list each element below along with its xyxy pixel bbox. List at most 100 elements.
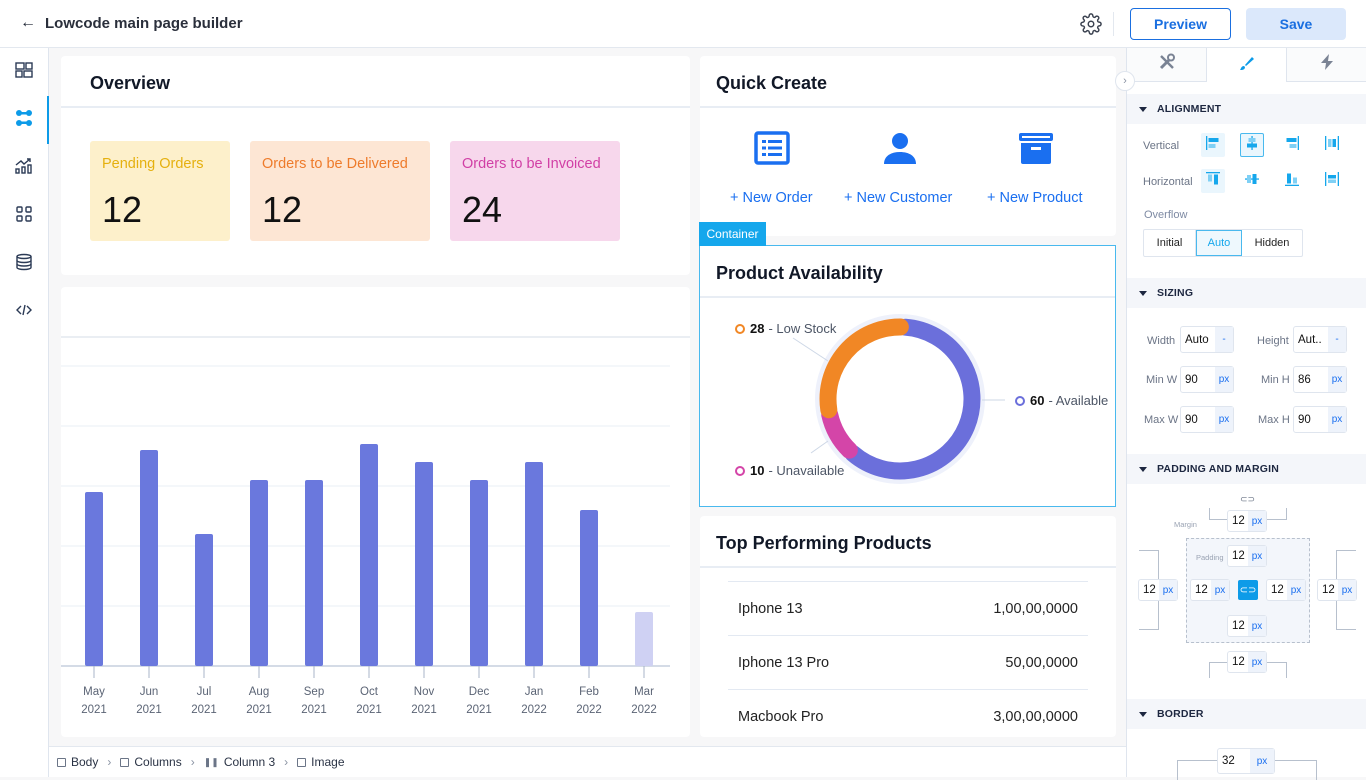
sidebar-item-layout[interactable] [0, 48, 48, 96]
min-height-label: Min H [1261, 374, 1290, 386]
unit-selector[interactable]: - [1215, 327, 1233, 352]
overflow-option-initial[interactable]: Initial [1144, 230, 1196, 256]
unit-selector[interactable]: px [1328, 367, 1346, 392]
breadcrumb-item-columns[interactable]: Columns [120, 755, 182, 769]
unit-selector[interactable]: px [1215, 367, 1233, 392]
padding-left-input[interactable]: 12 px [1190, 579, 1230, 601]
stat-value: 12 [262, 189, 303, 230]
align-bottom-button[interactable] [1280, 169, 1304, 193]
min-width-input[interactable]: 90 px [1180, 366, 1234, 393]
bar[interactable] [470, 480, 488, 666]
product-name: Iphone 13 [738, 600, 803, 617]
arrow-left-icon[interactable]: ← [20, 14, 36, 31]
bar[interactable] [580, 510, 598, 666]
sidebar-item-widgets[interactable] [0, 192, 48, 240]
unit-label: px [1250, 749, 1274, 773]
breadcrumb-item-body[interactable]: Body [57, 755, 98, 769]
align-right-button[interactable] [1280, 133, 1304, 157]
margin-link-icon[interactable]: ⊂⊃ [1240, 494, 1256, 504]
breadcrumb-item-column-3[interactable]: ❚❚ Column 3 [204, 755, 275, 769]
max-width-input[interactable]: 90 px [1180, 406, 1234, 433]
new-order-link[interactable]: + New Order [730, 190, 813, 206]
donut-slice-available[interactable] [844, 318, 981, 480]
align-space-icon [1324, 171, 1340, 192]
input-value: 90 [1298, 413, 1311, 426]
selection-tag[interactable]: Container [699, 222, 766, 246]
gear-icon[interactable] [1080, 13, 1102, 35]
align-center-button[interactable] [1240, 133, 1264, 157]
new-product-link[interactable]: + New Product [987, 190, 1083, 206]
new-customer-link[interactable]: + New Customer [844, 190, 953, 206]
table-row[interactable]: Iphone 13 Pro 50,00,0000 [728, 635, 1088, 689]
bar[interactable] [360, 444, 378, 666]
align-center-icon [1244, 135, 1260, 156]
unit-selector[interactable]: px [1328, 407, 1346, 432]
caret-down-icon [1139, 106, 1147, 112]
stat-card-pending-orders[interactable]: Pending Orders 12 [90, 141, 230, 241]
list-document-icon[interactable] [754, 130, 790, 171]
unit-selector[interactable]: - [1328, 327, 1346, 352]
legend-label: - Unavailable [768, 463, 845, 478]
stat-card-orders-to-deliver[interactable]: Orders to be Delivered 12 [250, 141, 430, 241]
bar[interactable] [85, 492, 103, 666]
legend-value: 28 [750, 321, 765, 336]
tab-actions[interactable] [1287, 48, 1366, 82]
align-top-button[interactable] [1201, 169, 1225, 193]
preview-button[interactable]: Preview [1130, 8, 1231, 40]
sidebar-item-database[interactable] [0, 240, 48, 288]
donut-slice-low-stock[interactable] [819, 318, 909, 419]
bar[interactable] [140, 450, 158, 666]
align-space-button[interactable] [1320, 169, 1344, 193]
bar[interactable] [525, 462, 543, 666]
sidebar-item-analytics[interactable] [0, 144, 48, 192]
bar[interactable] [250, 480, 268, 666]
bar[interactable] [195, 534, 213, 666]
input-value: 12 [1232, 515, 1245, 527]
user-icon[interactable] [882, 130, 918, 171]
padding-bottom-input[interactable]: 12 px [1227, 615, 1267, 637]
align-stretch-button[interactable] [1320, 133, 1344, 157]
stat-value: 12 [102, 189, 143, 230]
unit-selector[interactable]: px [1215, 407, 1233, 432]
properties-tabs [1127, 48, 1366, 82]
overflow-option-hidden[interactable]: Hidden [1254, 237, 1290, 249]
sidebar-item-components[interactable] [0, 96, 49, 144]
sidebar-item-code[interactable] [0, 288, 48, 336]
bar[interactable] [415, 462, 433, 666]
collapse-panel-button[interactable]: › [1115, 71, 1135, 91]
x-tick-label: 2021 [246, 704, 272, 716]
width-input[interactable]: Auto - [1180, 326, 1234, 353]
archive-box-icon[interactable] [1018, 130, 1054, 171]
table-row[interactable]: Iphone 13 1,00,00,0000 [728, 581, 1088, 635]
stat-card-orders-to-invoice[interactable]: Orders to be Invoiced 24 [450, 141, 620, 241]
min-height-input[interactable]: 86 px [1293, 366, 1347, 393]
product-availability-card[interactable]: Product Availability 28 - Low Stock 60 -… [699, 245, 1116, 507]
overflow-option-auto[interactable]: Auto [1196, 230, 1242, 256]
margin-top-input[interactable]: 12 px [1227, 510, 1267, 532]
bar[interactable] [305, 480, 323, 666]
section-header-alignment[interactable]: ALIGNMENT [1127, 94, 1366, 124]
table-row[interactable]: Macbook Pro 3,00,00,0000 [728, 689, 1088, 743]
section-header-sizing[interactable]: SIZING [1127, 278, 1366, 308]
align-middle-button[interactable] [1240, 169, 1264, 193]
padding-link-button[interactable]: ⊂⊃ [1238, 580, 1258, 600]
tab-settings[interactable] [1127, 48, 1207, 82]
align-left-button[interactable] [1201, 133, 1225, 157]
stat-label: Pending Orders [102, 156, 204, 172]
padding-top-input[interactable]: 12 px [1227, 545, 1267, 567]
height-input[interactable]: Aut.. - [1293, 326, 1347, 353]
margin-bottom-input[interactable]: 12 px [1227, 651, 1267, 673]
layout-icon [15, 61, 33, 84]
border-width-input[interactable]: 32 px [1217, 748, 1275, 774]
max-height-input[interactable]: 90 px [1293, 406, 1347, 433]
bar[interactable] [635, 612, 653, 666]
section-header-padding-margin[interactable]: PADDING AND MARGIN [1127, 454, 1366, 484]
padding-right-input[interactable]: 12 px [1266, 579, 1306, 601]
section-header-border[interactable]: BORDER [1127, 699, 1366, 729]
tab-style[interactable] [1207, 48, 1287, 82]
margin-left-input[interactable]: 12 px [1138, 579, 1178, 601]
margin-right-input[interactable]: 12 px [1317, 579, 1357, 601]
breadcrumb-item-image[interactable]: Image [297, 755, 345, 769]
bar-chart-card: May 2021 Jun 2021 Jul 2021 Aug 2021 Sep 2021 Oct 20… [61, 287, 690, 737]
save-button[interactable]: Save [1246, 8, 1346, 40]
